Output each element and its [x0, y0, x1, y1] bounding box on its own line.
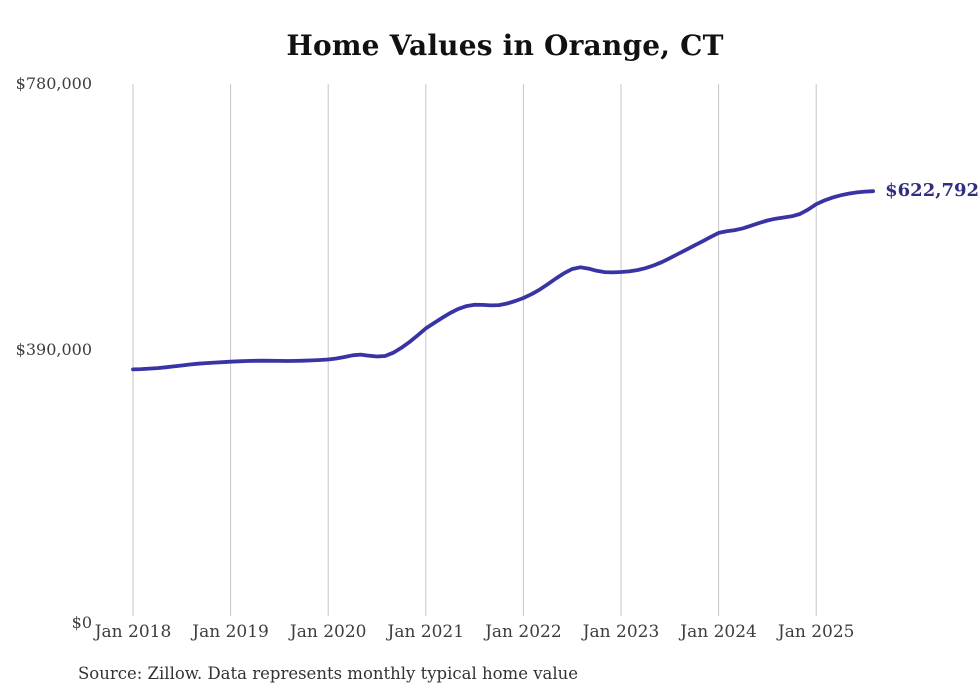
gridlines	[132, 84, 817, 616]
value-line	[131, 189, 875, 372]
y-tick-label-780000: $780,000	[15, 74, 92, 93]
x-tick-label-jan-2023: Jan 2023	[582, 622, 660, 642]
x-tick-label-jan-2024: Jan 2024	[680, 622, 757, 642]
x-tick-label-jan-2020: Jan 2020	[289, 622, 367, 642]
x-tick-label-jan-2019: Jan 2019	[192, 622, 269, 642]
chart-title: Home Values in Orange, CT	[286, 29, 724, 62]
source-note: Source: Zillow. Data represents monthly …	[78, 664, 579, 683]
y-tick-label-390000: $390,000	[15, 340, 92, 359]
x-tick-label-jan-2018: Jan 2018	[94, 622, 172, 642]
x-tick-label-jan-2025: Jan 2025	[777, 622, 855, 642]
final-value-label: $622,792	[885, 180, 980, 202]
y-tick-label-0: $0	[71, 613, 92, 632]
x-tick-label-jan-2021: Jan 2021	[387, 622, 465, 642]
x-tick-label-jan-2022: Jan 2022	[485, 622, 562, 642]
